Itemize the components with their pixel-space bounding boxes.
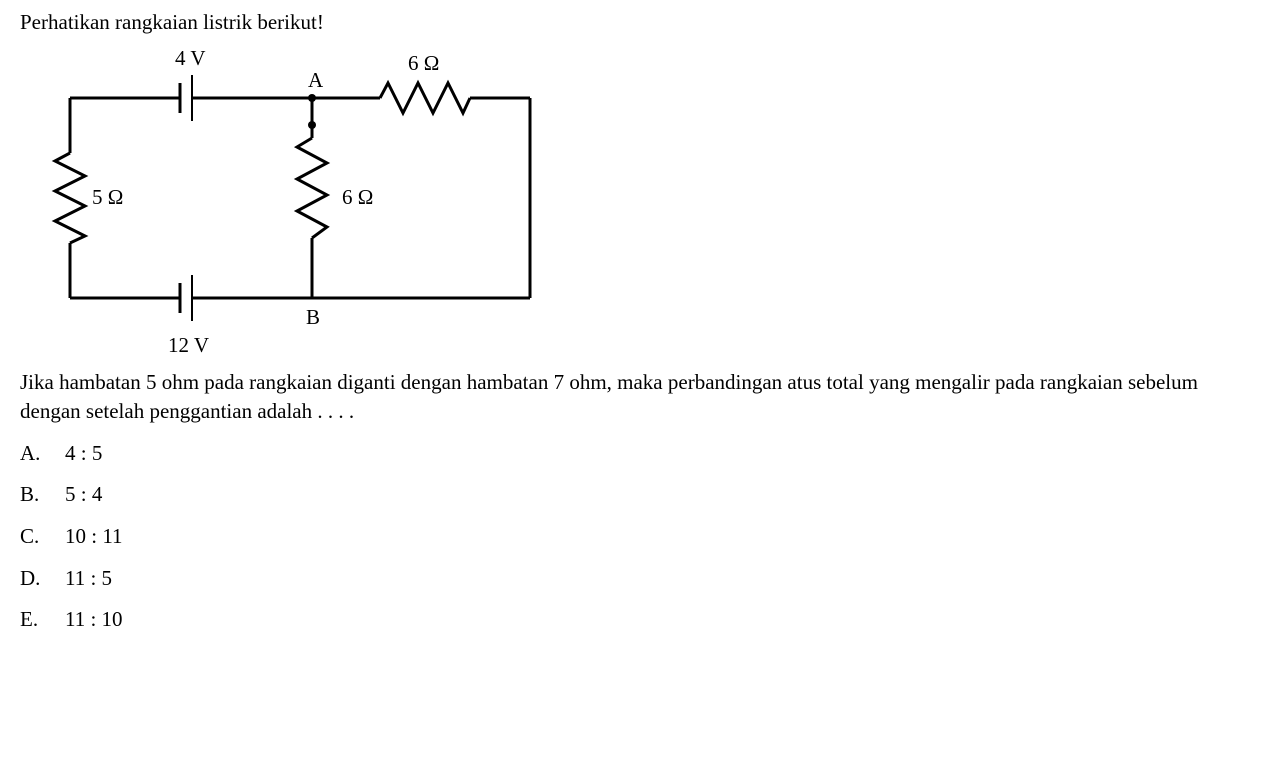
option-a: A. 4 : 5 <box>20 437 1250 471</box>
option-b: B. 5 : 4 <box>20 478 1250 512</box>
label-node-a: A <box>308 68 323 93</box>
option-letter: A. <box>20 437 65 471</box>
label-resistor-left: 5 Ω <box>92 185 123 210</box>
option-value: 11 : 10 <box>65 603 1250 637</box>
label-resistor-right: 6 Ω <box>408 51 439 76</box>
option-value: 4 : 5 <box>65 437 1250 471</box>
label-voltage-bottom: 12 V <box>168 333 209 358</box>
option-e: E. 11 : 10 <box>20 603 1250 637</box>
option-d: D. 11 : 5 <box>20 562 1250 596</box>
question-intro: Perhatikan rangkaian listrik berikut! <box>20 10 1250 35</box>
circuit-diagram: 4 V 6 Ω A 5 Ω 6 Ω B 12 V <box>40 43 600 363</box>
option-value: 5 : 4 <box>65 478 1250 512</box>
option-value: 11 : 5 <box>65 562 1250 596</box>
option-letter: E. <box>20 603 65 637</box>
option-letter: C. <box>20 520 65 554</box>
option-value: 10 : 11 <box>65 520 1250 554</box>
label-node-b: B <box>306 305 320 330</box>
label-voltage-top: 4 V <box>175 46 206 71</box>
question-body: Jika hambatan 5 ohm pada rangkaian digan… <box>20 368 1250 427</box>
options-list: A. 4 : 5 B. 5 : 4 C. 10 : 11 D. 11 : 5 E… <box>20 437 1250 637</box>
option-c: C. 10 : 11 <box>20 520 1250 554</box>
label-resistor-mid: 6 Ω <box>342 185 373 210</box>
option-letter: B. <box>20 478 65 512</box>
option-letter: D. <box>20 562 65 596</box>
